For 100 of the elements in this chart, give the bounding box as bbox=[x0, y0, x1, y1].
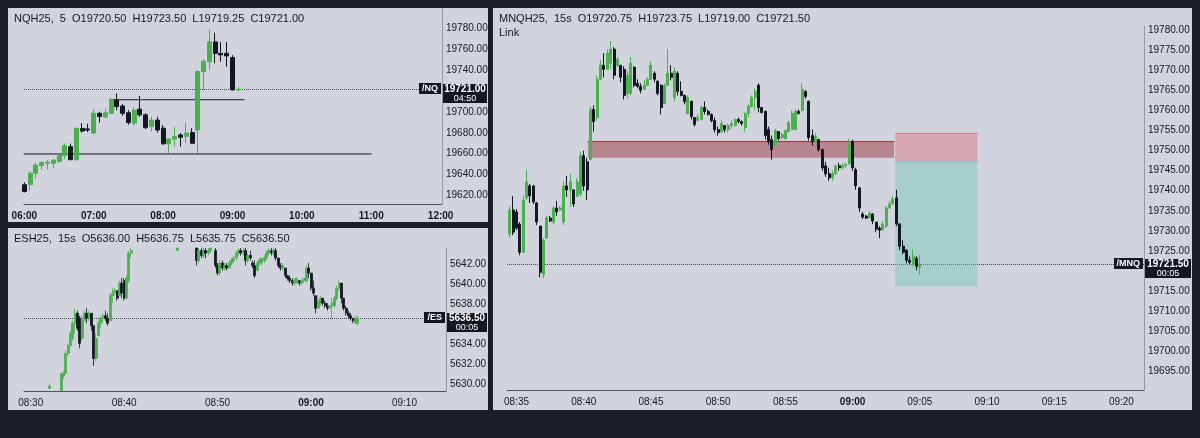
candlestick bbox=[723, 125, 726, 134]
y-tick-label: 19725.00 bbox=[1148, 244, 1191, 256]
x-tick-label: 08:00 bbox=[150, 209, 177, 221]
candlestick bbox=[734, 118, 737, 128]
y-tick-label: 5632.00 bbox=[450, 357, 487, 369]
x-tick-label: 09:00 bbox=[839, 395, 866, 407]
candlestick bbox=[555, 200, 558, 217]
x-tick-label: 09:15 bbox=[1041, 395, 1068, 407]
y-tick-label: 19760.00 bbox=[1148, 103, 1191, 115]
candlestick bbox=[777, 131, 780, 142]
candlestick bbox=[878, 225, 881, 239]
y-tick-label: 19745.00 bbox=[1148, 164, 1191, 176]
candlestick bbox=[673, 66, 676, 102]
x-tick-label: 08:40 bbox=[571, 395, 597, 407]
candlestick bbox=[184, 122, 189, 144]
candlestick bbox=[552, 205, 555, 225]
text: 19721.50 bbox=[1146, 258, 1190, 270]
candlestick bbox=[730, 120, 733, 130]
y-tick-label: 5642.00 bbox=[450, 257, 487, 269]
y-tick-label: 19765.00 bbox=[1148, 83, 1191, 95]
candlestick bbox=[565, 175, 568, 198]
y-tick-label: 19755.00 bbox=[1148, 124, 1191, 136]
x-tick-label: 09:10 bbox=[391, 396, 418, 408]
candlestick bbox=[176, 247, 179, 251]
candlestick bbox=[781, 132, 784, 141]
candlestick bbox=[22, 181, 27, 194]
y-tick-label: 19730.00 bbox=[1148, 224, 1191, 236]
y-tick-label: 19735.00 bbox=[1148, 204, 1191, 216]
y-tick-label: 19695.00 bbox=[1148, 365, 1191, 377]
candlestick bbox=[569, 173, 572, 208]
candlestick bbox=[740, 120, 743, 127]
y-tick-label: 5634.00 bbox=[450, 337, 487, 349]
candlestick bbox=[757, 82, 760, 113]
candlestick bbox=[814, 133, 817, 143]
candlestick bbox=[149, 116, 154, 133]
y-tick-label: 19770.00 bbox=[1148, 63, 1191, 75]
candlestick bbox=[670, 64, 673, 81]
y-tick-label: 19700.00 bbox=[1148, 345, 1191, 357]
candlestick bbox=[918, 254, 921, 275]
x-tick-label: 12:00 bbox=[427, 209, 454, 221]
y-tick-label: 19740.00 bbox=[1148, 184, 1191, 196]
candlestick bbox=[754, 87, 757, 111]
candlestick bbox=[508, 205, 511, 239]
chart-title: MNQH25, 15s O19720.75 H19723.75 L19719.00 C19721.50 bbox=[499, 12, 810, 25]
candlestick bbox=[774, 128, 777, 147]
text: 19721.00 bbox=[443, 83, 487, 95]
candlestick bbox=[807, 99, 810, 142]
candlestick bbox=[868, 210, 871, 219]
candlestick bbox=[865, 214, 868, 220]
x-tick-label: 09:00 bbox=[219, 209, 246, 221]
candlestick bbox=[623, 65, 626, 100]
candlestick bbox=[132, 106, 137, 127]
y-tick-label: 19640.00 bbox=[446, 168, 489, 180]
candlestick bbox=[539, 225, 542, 278]
candlestick bbox=[562, 180, 565, 226]
x-tick-label: 09:05 bbox=[907, 395, 933, 407]
candlestick bbox=[686, 94, 689, 115]
candlestick bbox=[643, 79, 646, 90]
x-tick-label: 09:10 bbox=[974, 395, 1000, 407]
candlestick bbox=[797, 108, 800, 115]
y-tick-label: 19740.00 bbox=[446, 64, 489, 76]
candlestick bbox=[801, 82, 804, 112]
x-tick-label: 08:35 bbox=[504, 395, 530, 407]
candlestick bbox=[91, 108, 96, 135]
candlestick bbox=[613, 46, 616, 80]
chart-title: NQH25, 5 O19720.50 H19723.50 L19719.25 C19721.00 bbox=[14, 12, 305, 25]
candlestick bbox=[528, 183, 531, 204]
candlestick bbox=[700, 104, 703, 122]
candlestick bbox=[848, 138, 851, 166]
candlestick bbox=[858, 186, 861, 213]
candlestick bbox=[48, 383, 51, 389]
candlestick bbox=[572, 189, 575, 208]
candlestick bbox=[764, 109, 767, 141]
y-tick-label: 19660.00 bbox=[446, 147, 489, 159]
candlestick bbox=[249, 250, 252, 261]
x-tick-label: 07:00 bbox=[80, 209, 107, 221]
x-tick-label: 09:00 bbox=[298, 396, 325, 408]
y-tick-label: 19750.00 bbox=[1148, 144, 1191, 156]
candlestick bbox=[794, 108, 797, 131]
candlestick bbox=[178, 132, 183, 148]
candlestick bbox=[891, 195, 894, 205]
candlestick bbox=[804, 89, 807, 99]
chart-subtitle: Link bbox=[499, 26, 520, 39]
candlestick bbox=[589, 105, 592, 161]
candlestick bbox=[713, 117, 716, 134]
ref-line-label: /MNQ bbox=[1113, 258, 1143, 270]
candlestick bbox=[602, 52, 605, 78]
y-tick-label: 19780.00 bbox=[1148, 23, 1191, 35]
text: 00:05 bbox=[454, 322, 480, 333]
y-tick-label: 19780.00 bbox=[446, 22, 489, 34]
y-tick-label: 19700.00 bbox=[446, 105, 489, 117]
x-tick-label: 08:50 bbox=[705, 395, 732, 407]
candlestick bbox=[639, 82, 642, 94]
x-tick-label: 11:00 bbox=[358, 209, 385, 221]
candlestick bbox=[737, 117, 740, 125]
candlestick bbox=[97, 111, 102, 124]
candlestick bbox=[727, 123, 730, 134]
text: 00:05 bbox=[1155, 268, 1181, 279]
candlestick bbox=[912, 248, 915, 267]
candlestick bbox=[609, 40, 612, 70]
